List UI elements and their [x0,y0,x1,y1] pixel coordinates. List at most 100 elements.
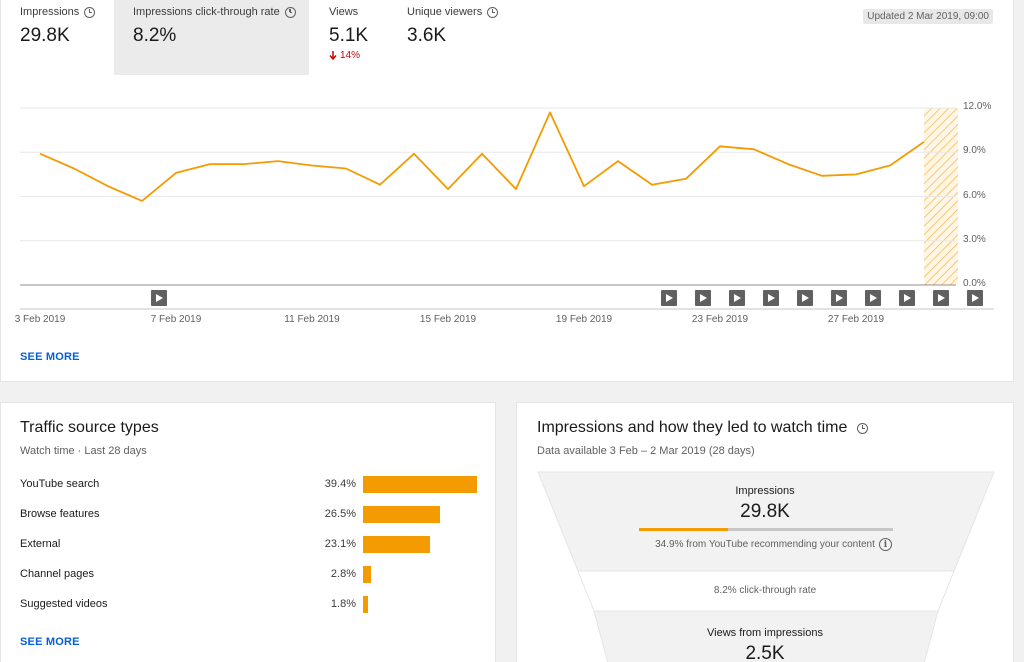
ctr-data-point [309,163,315,169]
video-published-marker [967,290,983,306]
y-tick-label: 3.0% [963,233,986,245]
play-icon [836,294,843,302]
ctr-data-point [71,165,77,171]
play-icon [904,294,911,302]
ctr-data-point [241,161,247,167]
traffic-source-percent: 23.1% [324,538,356,550]
ctr-data-point [785,161,791,167]
metric-label: Views [329,6,359,18]
metric-label: Impressions click-through rate [133,6,280,18]
metric-unique-viewers[interactable]: Unique viewers 3.6K [388,0,518,75]
ctr-data-point [921,139,927,145]
updated-badge: Updated 2 Mar 2019, 09:00 [863,9,993,24]
x-tick-label: 11 Feb 2019 [284,314,340,325]
video-published-marker [729,290,745,306]
metric-impressions-ctr[interactable]: Impressions click-through rate 8.2% [114,0,309,75]
video-published-marker [865,290,881,306]
video-published-marker [831,290,847,306]
metric-label: Impressions [20,6,80,18]
play-icon [734,294,741,302]
metric-value: 8.2% [133,25,177,46]
x-tick-label: 23 Feb 2019 [691,314,749,325]
traffic-source-percent: 2.8% [330,568,356,580]
ctr-data-point [343,165,349,171]
traffic-source-percent: 39.4% [324,478,356,490]
traffic-source-bar [363,476,477,493]
ctr-data-point [853,171,859,177]
ctr-data-point [751,146,757,152]
ctr-data-point [615,158,621,164]
play-icon [972,294,979,302]
see-more-link[interactable]: SEE MORE [20,351,80,363]
traffic-source-row[interactable]: Suggested videos 1.8% [20,596,480,614]
traffic-source-bar [363,506,440,523]
funnel-ctr-text: 8.2% click-through rate [713,585,817,596]
metric-value: 3.6K [407,25,447,46]
traffic-source-label: Channel pages [20,568,95,580]
funnel-views-segment [593,610,939,662]
metric-label: Unique viewers [407,6,483,18]
recommend-progress-bar [639,528,893,531]
traffic-source-bar [363,596,369,613]
x-tick-label: 27 Feb 2019 [827,314,885,325]
ctr-data-point [513,186,519,192]
traffic-source-row[interactable]: External 23.1% [20,536,480,554]
play-icon [802,294,809,302]
traffic-source-row[interactable]: YouTube search 39.4% [20,476,480,494]
ctr-data-point [683,176,689,182]
video-published-marker [899,290,915,306]
y-tick-label: 9.0% [963,145,986,157]
ctr-data-point [649,182,655,188]
funnel-impressions-label: Impressions [735,485,795,497]
funnel-views-value: 2.5K [745,643,785,662]
ctr-data-point [887,163,893,169]
card-subtitle: Watch time · Last 28 days [20,445,147,457]
traffic-source-label: YouTube search [20,478,100,490]
ctr-data-point [37,151,43,157]
see-more-link[interactable]: SEE MORE [20,636,80,648]
play-icon [156,294,163,302]
play-icon [666,294,673,302]
recommend-progress-fill [639,528,728,531]
clock-icon [284,6,296,18]
play-icon [768,294,775,302]
traffic-source-card: Traffic source types Watch time · Last 2… [0,402,496,662]
funnel-views-label: Views from impressions [707,627,823,639]
y-tick-label: 12.0% [963,101,992,112]
traffic-source-label: External [20,538,61,550]
traffic-source-row[interactable]: Browse features 26.5% [20,506,480,524]
metric-views[interactable]: Views 5.1K 14% [310,0,387,75]
ctr-data-point [445,186,451,192]
ctr-data-point [139,198,145,204]
traffic-source-percent: 1.8% [330,598,356,610]
ctr-data-point [173,170,179,176]
play-icon [870,294,877,302]
clock-icon [84,6,96,18]
metric-value: 5.1K [329,25,369,46]
traffic-source-bar [363,566,372,583]
x-tick-label: 7 Feb 2019 [150,314,202,325]
ctr-data-point [717,143,723,149]
clock-icon [857,422,869,434]
traffic-source-row[interactable]: Channel pages 2.8% [20,566,480,584]
ctr-data-point [377,182,383,188]
video-published-marker [797,290,813,306]
ctr-line-chart[interactable] [1,88,1015,313]
metric-value: 29.8K [20,25,70,46]
card-title: Impressions and how they led to watch ti… [537,419,848,436]
x-tick-label: 19 Feb 2019 [555,314,613,325]
video-published-marker [695,290,711,306]
traffic-source-bar [363,536,430,553]
x-tick-label: 15 Feb 2019 [419,314,477,325]
ctr-data-point [479,151,485,157]
card-title: Traffic source types [20,419,159,436]
traffic-source-label: Browse features [20,508,100,520]
arrow-down-icon [329,51,337,60]
info-icon[interactable]: i [879,538,892,551]
ctr-data-point [819,173,825,179]
video-published-marker [151,290,167,306]
ctr-data-point [547,109,553,115]
metric-impressions[interactable]: Impressions 29.8K [1,0,114,75]
clock-icon [487,6,499,18]
recommend-text: 34.9% from YouTube recommending your con… [655,539,875,550]
